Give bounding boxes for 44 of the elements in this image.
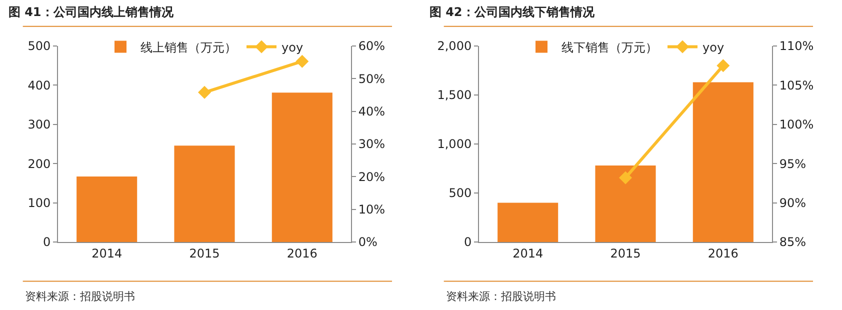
- y2-tick-label: 10%: [358, 202, 386, 217]
- y-tick-label: 500: [28, 39, 51, 54]
- y-tick-label: 0: [42, 235, 51, 250]
- x-tick-label: 2016: [708, 246, 738, 260]
- y2-tick-label: 50%: [358, 72, 386, 86]
- y2-tick-label: 0%: [358, 235, 378, 250]
- legend-label: yoy: [702, 40, 724, 54]
- y2-tick-label: 60%: [358, 39, 386, 54]
- x-tick-label: 2014: [92, 246, 122, 260]
- x-tick-label: 2016: [286, 246, 318, 260]
- y-tick-label: 100: [28, 196, 51, 210]
- y2-tick-label: 30%: [358, 137, 386, 152]
- y2-tick-label: 40%: [358, 104, 386, 119]
- y2-tick-label: 100%: [779, 118, 814, 132]
- y2-tick-label: 95%: [779, 156, 806, 171]
- bar: [692, 82, 754, 242]
- x-tick-label: 2014: [512, 246, 544, 260]
- y2-tick-label: 90%: [779, 196, 806, 210]
- y-tick-label: 0: [464, 235, 472, 250]
- chart-title: 图 42：公司国内线下销售情况: [429, 5, 596, 20]
- bar: [498, 202, 558, 242]
- legend-label: 线下销售（万元）: [562, 40, 658, 54]
- y2-tick-label: 105%: [779, 78, 814, 92]
- y-tick-label: 1,000: [437, 137, 472, 152]
- chart-title: 图 41：公司国内线上销售情况: [8, 5, 174, 20]
- y-tick-label: 200: [28, 156, 51, 171]
- y-tick-label: 300: [28, 118, 51, 132]
- x-tick-label: 2015: [189, 246, 220, 260]
- bar: [272, 92, 332, 242]
- text: 资料来源：招股说明书: [446, 290, 556, 303]
- y-tick-label: 400: [28, 78, 51, 92]
- y2-tick-label: 85%: [779, 235, 806, 250]
- y-tick-label: 500: [448, 186, 472, 200]
- y2-tick-label: 20%: [358, 170, 386, 184]
- x-tick-label: 2015: [610, 246, 641, 260]
- text: 资料来源：招股说明书: [25, 290, 135, 303]
- y-tick-label: 1,500: [437, 88, 472, 102]
- y2-tick-label: 110%: [779, 39, 814, 54]
- bar: [76, 176, 138, 242]
- bar: [595, 166, 656, 242]
- bar: [174, 146, 235, 242]
- legend-label: 线上销售（万元）: [140, 40, 236, 54]
- legend-label: yoy: [282, 40, 304, 54]
- y-tick-label: 2,000: [437, 39, 472, 54]
